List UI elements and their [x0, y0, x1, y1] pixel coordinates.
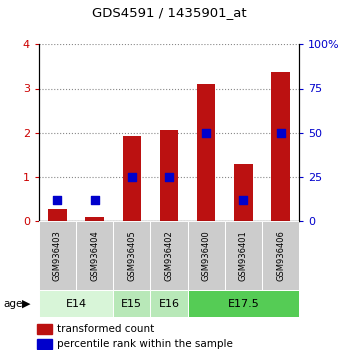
Bar: [150, 290, 188, 317]
Bar: [234, 164, 252, 221]
Text: GSM936403: GSM936403: [53, 230, 62, 281]
Text: E14: E14: [66, 298, 87, 309]
Bar: [38, 324, 52, 334]
Text: GSM936406: GSM936406: [276, 230, 285, 281]
Bar: [271, 72, 290, 221]
Text: GDS4591 / 1435901_at: GDS4591 / 1435901_at: [92, 6, 246, 19]
Text: ▶: ▶: [22, 298, 30, 309]
Bar: [122, 136, 141, 221]
Text: GSM936400: GSM936400: [202, 230, 211, 281]
Text: E17.5: E17.5: [227, 298, 259, 309]
Point: [129, 174, 135, 180]
Bar: [39, 290, 113, 317]
Text: age: age: [3, 298, 23, 309]
Text: GSM936404: GSM936404: [90, 230, 99, 281]
Bar: [225, 221, 262, 290]
Text: E16: E16: [159, 298, 179, 309]
Bar: [188, 290, 299, 317]
Text: GSM936401: GSM936401: [239, 230, 248, 281]
Point: [241, 197, 246, 203]
Bar: [48, 209, 67, 221]
Bar: [150, 221, 188, 290]
Bar: [113, 290, 150, 317]
Point: [55, 197, 60, 203]
Point: [166, 174, 172, 180]
Bar: [38, 339, 52, 349]
Point: [92, 197, 97, 203]
Point: [278, 130, 283, 136]
Text: GSM936405: GSM936405: [127, 230, 136, 281]
Bar: [197, 84, 215, 221]
Bar: [76, 221, 113, 290]
Point: [203, 130, 209, 136]
Bar: [85, 217, 104, 221]
Text: percentile rank within the sample: percentile rank within the sample: [57, 339, 233, 349]
Bar: [39, 221, 76, 290]
Bar: [188, 221, 225, 290]
Bar: [262, 221, 299, 290]
Text: E15: E15: [121, 298, 142, 309]
Text: GSM936402: GSM936402: [165, 230, 173, 281]
Text: transformed count: transformed count: [57, 324, 155, 334]
Bar: [160, 130, 178, 221]
Bar: [113, 221, 150, 290]
